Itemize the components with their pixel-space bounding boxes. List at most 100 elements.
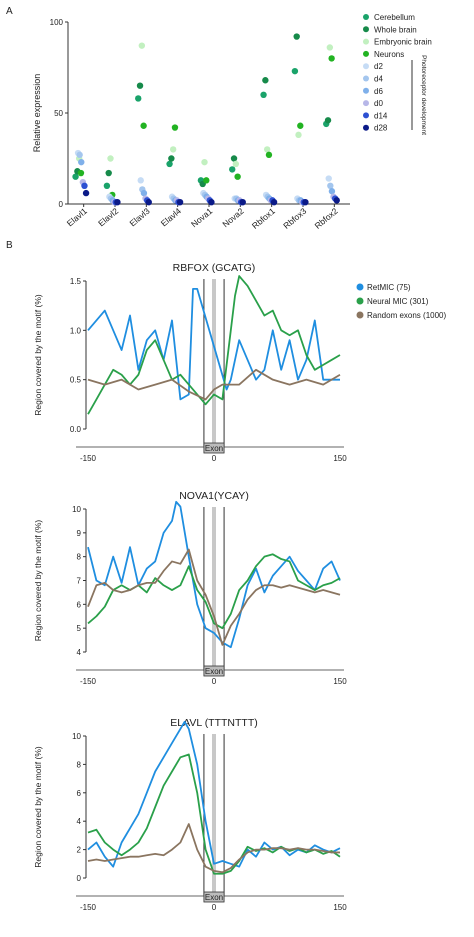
rbfox-line-plot: RBFOX (GCATG) 0.0 0.5 1.0 1.5 Region covered …: [33, 262, 446, 463]
scatter-point: [203, 177, 210, 184]
y-tick-label: 50: [54, 109, 63, 118]
series-line: [87, 275, 341, 415]
legend-marker: [363, 63, 369, 70]
scatter-point: [168, 155, 175, 162]
legend-marker: [356, 311, 364, 319]
exon-box: [203, 442, 225, 454]
x-tick-label: Rbfox3: [281, 206, 308, 231]
x-tick-label: 150: [333, 454, 347, 463]
scatter-point: [140, 189, 148, 197]
y-tick-label: 10: [72, 505, 81, 514]
x-tick-label: 0: [212, 903, 217, 912]
legend-marker: [356, 297, 364, 305]
scatter-point: [169, 146, 177, 153]
y-tick-label: 100: [50, 18, 64, 27]
legend-label: Cerebellum: [374, 13, 415, 22]
y-tick-label: 1.0: [70, 326, 82, 335]
series-line: [87, 823, 340, 874]
nova1-line-plot: NOVA1(YCAY) 4 5 6 7 8 9 10 Region covered by the…: [33, 490, 347, 686]
scatter-point: [72, 173, 79, 180]
scatter-point: [328, 55, 335, 62]
scatter-point: [135, 95, 142, 102]
legend-label: d0: [374, 99, 383, 108]
scatter-point: [239, 198, 246, 206]
scatter-point: [325, 175, 332, 182]
x-tick-label: 150: [333, 677, 347, 686]
scatter-point: [263, 146, 271, 153]
scatter-point: [293, 33, 300, 40]
scatter-point: [138, 42, 146, 49]
y-tick-label: 1.5: [70, 277, 82, 286]
scatter-point: [201, 158, 208, 166]
legend-label: RetMIC (75): [367, 283, 411, 292]
expression-scatter-plot: 0 50 100 Relative expression Elavl1 Elavl2 Ela…: [32, 13, 432, 231]
legend-label: d28: [374, 124, 388, 133]
scatter-point: [295, 131, 302, 139]
scatter-point: [81, 182, 88, 189]
legend-marker: [363, 112, 369, 119]
series-line: [87, 287, 340, 401]
y-tick-label: 2: [77, 846, 82, 855]
series-line: [87, 368, 341, 401]
scatter-point: [103, 182, 111, 189]
y-tick-label: 9: [77, 529, 82, 538]
y-tick-label: 4: [77, 648, 82, 657]
legend-label: Embryonic brain: [374, 38, 432, 47]
x-tick-label: Rbfox1: [250, 206, 277, 231]
scatter-point: [136, 82, 144, 89]
scatter-point: [140, 122, 147, 129]
y-tick-label: 0.5: [70, 376, 82, 385]
series-line: [87, 500, 341, 649]
y-axis-label: Region covered by the motif (%): [33, 294, 43, 416]
scatter-point: [333, 197, 340, 204]
y-axis-label: Relative expression: [32, 74, 42, 153]
x-tick-label: Rbfox2: [313, 206, 340, 231]
scatter-point: [229, 166, 236, 173]
y-tick-label: 0: [59, 200, 64, 209]
exon-label: Exon: [205, 444, 223, 453]
y-tick-label: 5: [77, 624, 82, 633]
scatter-point: [265, 151, 273, 159]
exon-box: [203, 665, 225, 677]
x-tick-label: 150: [333, 903, 347, 912]
y-axis-label: Region covered by the motif (%): [33, 746, 43, 868]
y-tick-label: 6: [77, 789, 82, 798]
scatter-point: [260, 91, 267, 99]
chart-title: ELAVL (TTTNTTT): [170, 717, 258, 729]
y-tick-label: 8: [77, 760, 82, 769]
scatter-point: [76, 151, 83, 159]
scatter-point: [105, 169, 112, 177]
scatter-point: [234, 173, 241, 180]
scatter-point: [232, 160, 240, 168]
legend-label: d14: [374, 111, 388, 120]
x-tick-label: Elavl1: [65, 206, 89, 229]
legend-marker: [363, 100, 369, 107]
x-tick-label: -150: [80, 677, 97, 686]
scatter-point: [107, 155, 114, 162]
scatter-point: [324, 117, 332, 124]
scatter-point: [327, 182, 334, 189]
scatter-point: [297, 122, 304, 129]
x-tick-label: Nova2: [220, 206, 245, 230]
legend-label: d4: [374, 75, 383, 84]
x-tick-label: 0: [212, 454, 217, 463]
x-tick-label: -150: [80, 903, 97, 912]
y-tick-label: 0: [77, 874, 82, 883]
scatter-point: [291, 67, 299, 75]
scatter-point: [145, 198, 152, 206]
scatter-point: [326, 44, 334, 51]
x-tick-label: Elavl3: [127, 206, 151, 229]
y-tick-label: 10: [72, 732, 81, 741]
scatter-point: [230, 155, 238, 162]
x-tick-label: Nova1: [189, 206, 214, 230]
y-tick-label: 8: [77, 553, 82, 562]
exon-label: Exon: [205, 893, 223, 902]
y-axis-label: Region covered by the motif (%): [33, 520, 43, 642]
scatter-point: [208, 198, 215, 206]
y-tick-label: 7: [77, 577, 82, 586]
legend-marker: [363, 26, 369, 33]
scatter-point: [137, 177, 144, 184]
chart-title: NOVA1(YCAY): [179, 490, 249, 502]
scatter-point: [176, 198, 184, 206]
